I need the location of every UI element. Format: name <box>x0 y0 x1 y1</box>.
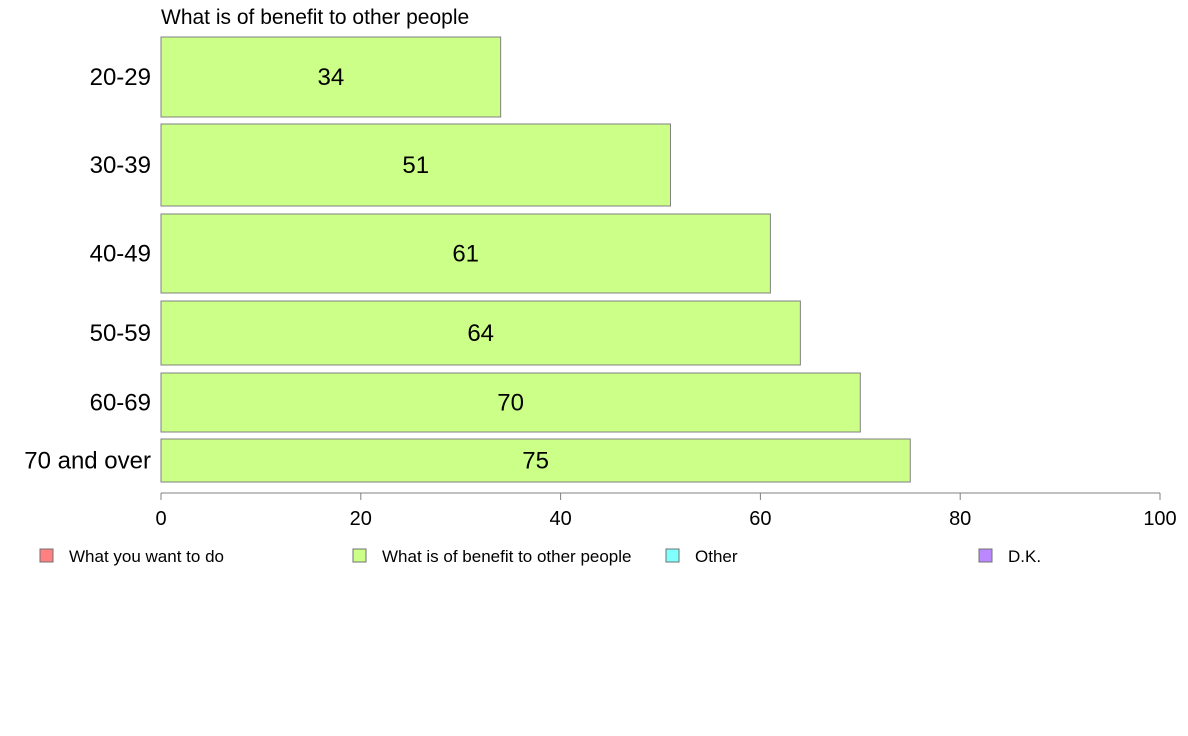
bar-20-29 <box>160 36 502 118</box>
category-label: 30-39 <box>90 152 151 179</box>
x-tick-label: 60 <box>749 508 771 530</box>
category-label: 50-59 <box>90 320 151 347</box>
bar-value-label: 70 <box>497 390 524 417</box>
bar-70-and-over <box>160 438 911 483</box>
category-label: 40-49 <box>90 241 151 268</box>
bar-value-label: 51 <box>402 152 429 179</box>
legend-item: What is of benefit to other people <box>352 547 632 566</box>
category-label: 60-69 <box>90 390 151 417</box>
legend-swatch <box>978 548 993 563</box>
legend-swatch <box>39 548 54 563</box>
legend-item: D.K. <box>978 547 1041 566</box>
bar-value-label: 64 <box>467 320 494 347</box>
legend-label: What is of benefit to other people <box>382 547 632 566</box>
legend-swatch <box>665 548 680 563</box>
bar-50-59 <box>160 300 801 366</box>
bar-60-69 <box>160 372 861 433</box>
bar-value-label: 34 <box>317 64 344 91</box>
legend-item: What you want to do <box>39 547 224 566</box>
bars-group: 34 20-29 51 30-39 61 40-49 64 50-59 70 60-69 75 70 … <box>24 36 911 483</box>
x-tick-label: 40 <box>549 508 571 530</box>
category-label: 70 and over <box>24 448 151 475</box>
legend-item: Other <box>665 547 738 566</box>
legend-label: D.K. <box>1008 547 1041 566</box>
bar-value-label: 75 <box>522 448 549 475</box>
legend-swatch <box>352 548 367 563</box>
legend: What you want to do What is of benefit to… <box>39 547 1041 566</box>
legend-label: What you want to do <box>69 547 224 566</box>
legend-label: Other <box>695 547 738 566</box>
chart-title: What is of benefit to other people <box>161 6 469 29</box>
bar-value-label: 61 <box>452 241 479 268</box>
x-tick-label: 20 <box>350 508 372 530</box>
bar-40-49 <box>160 213 771 294</box>
bar-30-39 <box>160 123 671 207</box>
category-label: 20-29 <box>90 64 151 91</box>
x-tick-label: 100 <box>1143 508 1176 530</box>
x-axis: 0 20 40 60 80 100 <box>155 492 1177 530</box>
x-tick-label: 80 <box>949 508 971 530</box>
x-tick-label: 0 <box>155 508 166 530</box>
